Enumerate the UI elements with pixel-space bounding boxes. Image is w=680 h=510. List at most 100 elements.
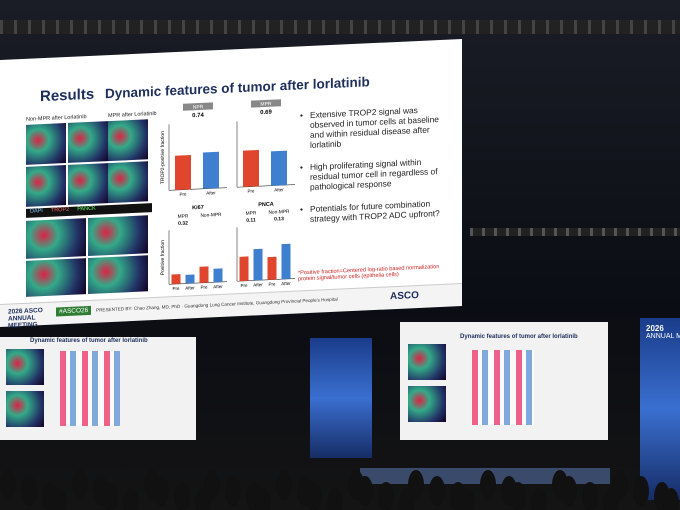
banner-text: 2026 <box>646 324 664 333</box>
p-value: 0.11 <box>246 217 256 223</box>
bar <box>243 149 259 187</box>
image <box>26 218 86 259</box>
marker-label: Ki67 <box>192 205 204 212</box>
image <box>26 165 66 207</box>
bullets: Extensive TROP2 signal was observed in t… <box>300 103 452 236</box>
audience-head <box>276 470 292 500</box>
meeting: 2026 ASCO ANNUAL MEETING <box>8 307 43 330</box>
p-value: 0.69 <box>260 110 272 117</box>
image <box>68 163 108 205</box>
audience-head <box>582 482 598 510</box>
audience-head <box>102 482 118 510</box>
p-value: 0.74 <box>192 113 204 120</box>
audience-head <box>123 488 139 510</box>
bar <box>271 150 287 186</box>
image <box>26 123 66 165</box>
image <box>26 258 86 297</box>
charts <box>60 351 120 426</box>
group-tag <box>251 99 281 108</box>
screen-title: Dynamic features of tumor after lorlatin… <box>460 334 578 340</box>
screen-title: Dynamic features of tumor after lorlatin… <box>30 338 148 344</box>
legend-entry: PANCK <box>77 205 96 213</box>
audience-head <box>174 482 190 510</box>
bullet: Potentials for future combination strate… <box>300 197 452 224</box>
image-label: MPR after Lorlatinib <box>108 110 157 120</box>
bar <box>185 274 195 284</box>
audience-head <box>327 488 343 510</box>
right-banner: 2026 ANNUAL M <box>640 318 680 500</box>
main-slide: Results Dynamic features of tumor after … <box>0 39 462 330</box>
audience-head <box>612 470 628 500</box>
x-tick-label: After <box>185 285 195 290</box>
audience-head <box>531 488 547 510</box>
image <box>88 215 148 257</box>
bar <box>171 274 181 285</box>
x-tick-label: Pre <box>240 283 247 288</box>
x-tick-label: Pre <box>172 286 179 291</box>
image <box>408 386 446 422</box>
right-screen: Dynamic features of tumor after lorlatin… <box>400 322 608 440</box>
audience-head <box>21 476 37 506</box>
audience-head <box>306 482 322 510</box>
audience <box>0 460 680 510</box>
truss <box>0 20 680 34</box>
image <box>408 344 446 380</box>
audience-head <box>561 476 577 506</box>
x-tick-label: After <box>274 187 284 192</box>
x-tick-label: After <box>206 190 216 195</box>
logo: ASCO <box>390 289 419 303</box>
group-label: MPR <box>260 101 271 108</box>
legend-entry: TROP2 <box>50 206 70 214</box>
audience-head <box>153 476 169 506</box>
audience-head <box>225 476 241 506</box>
audience-head <box>357 476 373 506</box>
bar <box>267 256 277 280</box>
group-label: NPR <box>193 104 204 110</box>
x-tick-label: After <box>281 281 291 286</box>
marker-label: PNCA <box>258 202 274 209</box>
p-value: 0.13 <box>274 216 284 222</box>
image <box>88 255 148 295</box>
bullet: Extensive TROP2 signal was observed in t… <box>300 103 452 150</box>
audience-head <box>510 482 526 510</box>
left-screen: Dynamic features of tumor after lorlatin… <box>0 337 196 440</box>
audience-head <box>204 470 220 500</box>
audience-head <box>72 470 88 500</box>
audience-head <box>429 476 445 506</box>
audience-head <box>459 488 475 510</box>
footnote: *Positive fraction=Centered log-ratio ba… <box>298 264 440 283</box>
group-label: MPR <box>178 213 189 220</box>
audience-head <box>663 488 679 510</box>
truss <box>470 228 680 236</box>
group-tag <box>183 102 213 111</box>
y-axis-label: Positive fraction <box>160 240 166 276</box>
x-tick-label: Pre <box>247 188 254 193</box>
bar <box>281 243 291 280</box>
section: Results <box>40 85 95 106</box>
group-label: MPR <box>246 210 257 217</box>
bar <box>199 266 209 283</box>
audience-head <box>378 482 394 510</box>
audience-head <box>0 470 16 500</box>
audience-head <box>633 476 649 506</box>
audience-head <box>480 470 496 500</box>
image <box>6 349 44 385</box>
x-tick-label: Pre <box>200 285 207 290</box>
y-axis-label: TROP2-positive fraction <box>160 131 166 185</box>
bar <box>175 155 191 191</box>
image <box>6 391 44 427</box>
banner-text: ANNUAL M <box>646 333 680 340</box>
x-tick-label: Pre <box>179 192 186 197</box>
x-tick-label: Pre <box>268 281 275 286</box>
group-label: Non-MPR <box>200 212 222 219</box>
presenter: PRESENTED BY: Chao Zhang, MD, PhD · Guan… <box>96 296 338 313</box>
image <box>108 119 148 162</box>
bar <box>239 256 249 282</box>
x-tick-label: After <box>213 284 223 289</box>
audience-head <box>408 470 424 500</box>
image <box>68 121 108 163</box>
x-tick-label: After <box>253 282 263 287</box>
legend-entry: DAPI <box>30 208 43 215</box>
group-label: Non-MPR <box>268 209 290 216</box>
